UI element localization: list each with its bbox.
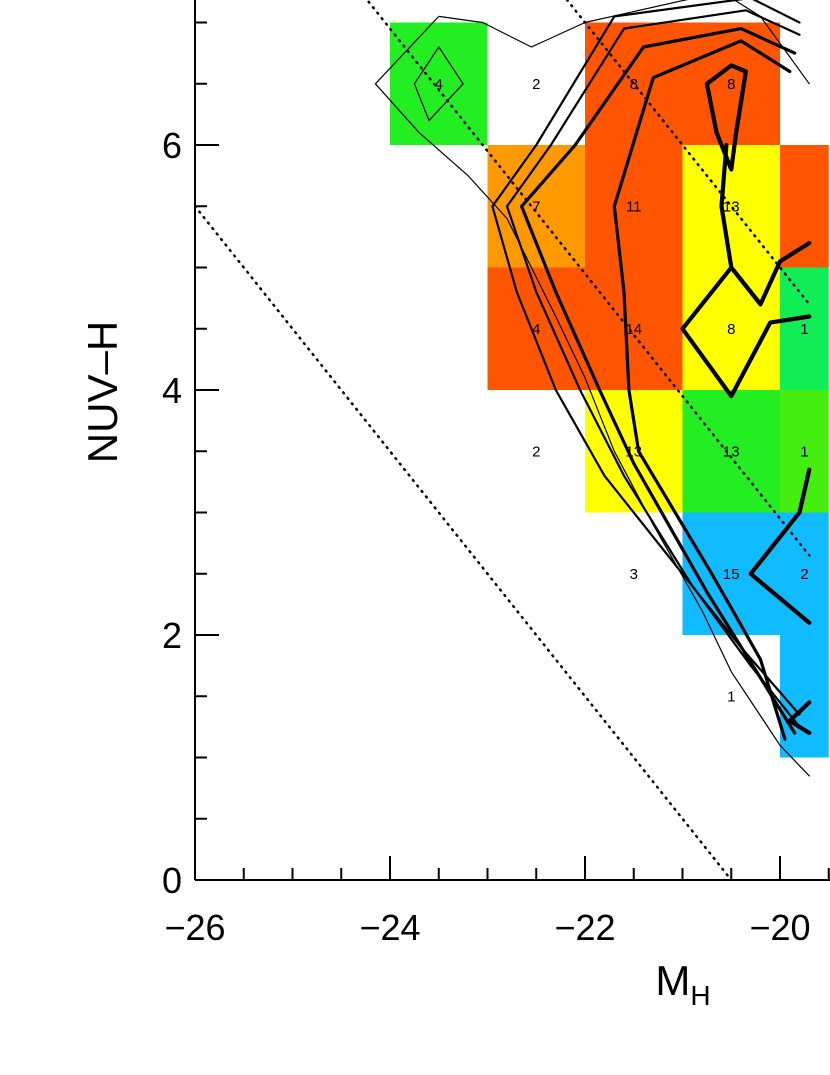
cell-count-label: 8	[630, 76, 638, 93]
heatmap-cell-14	[682, 512, 780, 635]
cell-count-label: 13	[625, 443, 642, 460]
x-axis-title-base: M	[655, 957, 690, 1004]
cell-count-label: 13	[723, 443, 740, 460]
heatmap-cell-0	[390, 22, 488, 145]
cell-count-label: 1	[727, 688, 735, 705]
cell-count-label: 11	[626, 198, 642, 215]
heatmap-cell-16	[780, 635, 829, 758]
cell-count-label: 4	[532, 321, 540, 338]
dotted-guide-line-1	[365, 0, 811, 557]
cell-count-label: 14	[625, 321, 642, 338]
density-contours	[374, 0, 812, 777]
cell-count-label: 13	[723, 198, 740, 215]
density-contour-9	[680, 265, 812, 399]
cell-count-label: 8	[727, 321, 735, 338]
density-contour-10	[748, 467, 812, 625]
density-contour-1	[482, 0, 810, 85]
cell-count-label: 4	[435, 76, 443, 93]
heatmap-cell-4	[585, 145, 683, 268]
y-tick-label: 0	[162, 860, 182, 901]
cell-count-label: 7	[532, 198, 540, 215]
cell-count-label: 2	[800, 566, 808, 583]
cell-count-label: 2	[532, 76, 540, 93]
density-contour-4	[519, 27, 797, 735]
heatmap-cell-10	[780, 267, 829, 390]
cell-count-label: 3	[630, 566, 638, 583]
heatmap-cell-15	[780, 512, 829, 635]
cell-count-label: 2	[532, 443, 540, 460]
axes	[194, 0, 830, 881]
density-contour-6	[413, 46, 464, 122]
heatmap-cell-7	[487, 267, 585, 390]
heatmap-cell-12	[682, 390, 780, 513]
y-tick-label: 2	[162, 615, 182, 656]
x-tick-label: −20	[749, 907, 810, 948]
cell-count-label: 1	[800, 443, 808, 460]
density-contour-3	[505, 9, 801, 729]
x-tick-label: −22	[554, 907, 615, 948]
heatmap-cell-6	[780, 145, 829, 268]
cell-count-labels: 4 2 7 11 13 4 14 8 1 13 13 1 15 2 8 8 2 3 1	[435, 76, 809, 706]
cell-count-label: 8	[727, 76, 735, 93]
y-axis-title: NUV–H	[79, 321, 126, 463]
axis-ticks: −26 −24 −22 −20 0 2 4 6	[162, 21, 830, 948]
guide-lines	[195, 0, 811, 880]
y-tick-label: 6	[162, 125, 182, 166]
heatmap-cell-8	[585, 267, 683, 390]
heatmap-cell-1	[487, 22, 585, 145]
cell-count-label: 1	[800, 321, 808, 338]
x-axis-title-sub: H	[690, 980, 710, 1011]
density-contour-0	[374, 15, 810, 777]
x-tick-label: −26	[164, 907, 225, 948]
x-tick-label: −24	[359, 907, 420, 948]
x-axis-title: MH	[655, 957, 710, 1011]
density-contour-5	[612, 39, 792, 741]
heatmap-cells	[390, 22, 829, 758]
density-contour-11	[787, 700, 812, 736]
y-tick-label: 4	[162, 370, 182, 411]
cell-count-label: 15	[723, 566, 740, 583]
heatmap-cell-9	[682, 267, 780, 390]
density-contour-7	[704, 63, 749, 172]
